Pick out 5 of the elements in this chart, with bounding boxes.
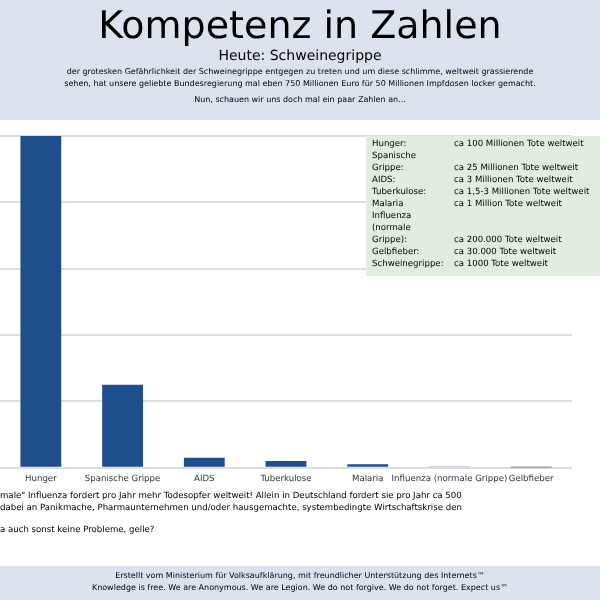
bar: [265, 461, 307, 467]
bar: [102, 384, 143, 467]
bar: [183, 457, 225, 467]
chart-title: Kompetenz in Zahlen: [96, 2, 504, 48]
bar: [20, 136, 62, 467]
